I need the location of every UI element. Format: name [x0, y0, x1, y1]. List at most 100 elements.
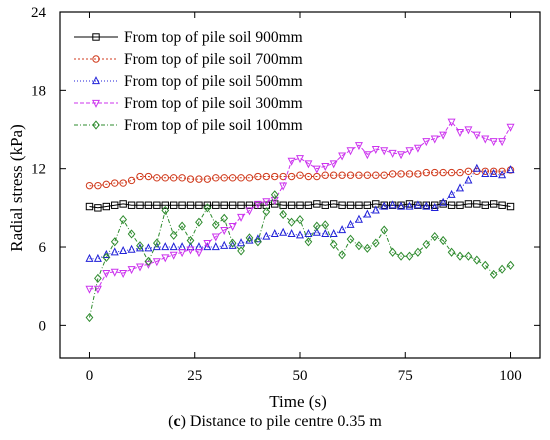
data-point [397, 151, 406, 160]
data-point [439, 235, 448, 246]
data-point [371, 145, 380, 155]
data-point [161, 205, 170, 216]
data-point [338, 201, 346, 209]
data-point [237, 213, 246, 222]
data-point [270, 190, 279, 200]
data-point [321, 220, 330, 230]
data-point [355, 241, 363, 251]
data-point [279, 227, 288, 236]
legend-entry-1: From top of pile soil 900mm [74, 29, 303, 46]
data-point [262, 172, 271, 181]
legend-label: From top of pile soil 100mm [124, 117, 303, 134]
data-point [363, 209, 372, 218]
data-point [186, 235, 195, 246]
series-5 [85, 190, 515, 323]
data-point [119, 200, 127, 208]
data-point [456, 168, 464, 177]
data-point [195, 175, 203, 183]
data-point [94, 181, 102, 190]
legend: From top of pile soil 900mm From top of p… [74, 29, 303, 134]
data-point [489, 168, 498, 178]
data-point [271, 172, 279, 181]
data-point [329, 239, 338, 249]
data-point [85, 285, 94, 294]
legend-label: From top of pile soil 900mm [124, 29, 303, 46]
legend-entry-3: From top of pile soil 500mm [74, 73, 303, 90]
data-point [397, 251, 405, 261]
data-point [245, 201, 254, 209]
caption-tag: c [173, 413, 181, 430]
data-point [321, 201, 329, 209]
data-point [414, 247, 422, 257]
data-point [178, 221, 186, 231]
data-point [119, 215, 128, 225]
data-point [212, 201, 220, 209]
data-point [304, 160, 313, 169]
data-point [136, 241, 144, 251]
data-point [127, 244, 136, 253]
data-point [439, 200, 447, 208]
data-point [472, 131, 481, 140]
data-point [464, 126, 473, 135]
data-point [153, 201, 161, 209]
data-point [506, 260, 515, 270]
data-point [338, 250, 346, 260]
data-point [85, 202, 94, 211]
data-point [355, 171, 363, 179]
axes: 0 25 50 75 100 0 6 12 18 24 [31, 5, 541, 384]
data-point [380, 225, 389, 235]
data-point [354, 142, 363, 151]
legend-label: From top of pile soil 500mm [124, 73, 303, 90]
data-point [338, 225, 347, 234]
data-point [464, 200, 473, 208]
data-point [414, 170, 422, 178]
series-2 [85, 166, 515, 190]
data-point [220, 226, 229, 235]
data-point [178, 249, 187, 258]
data-point [279, 201, 287, 209]
data-point [464, 175, 473, 184]
data-point [354, 214, 363, 223]
data-point [169, 174, 178, 182]
data-point [93, 253, 102, 262]
data-point [127, 176, 136, 185]
data-point [447, 168, 456, 177]
data-point [270, 196, 279, 205]
series-3 [85, 163, 515, 262]
data-point [161, 201, 169, 209]
data-point [102, 252, 111, 263]
data-point [279, 209, 288, 219]
data-point [212, 174, 220, 182]
data-point [271, 200, 279, 208]
data-point [489, 167, 498, 175]
data-point [220, 213, 229, 223]
data-point [321, 162, 330, 171]
data-point [439, 168, 447, 177]
data-point [169, 230, 178, 240]
data-point [237, 201, 245, 209]
y-tick-label: 0 [39, 318, 47, 334]
legend-marker [91, 99, 101, 108]
y-tick-label: 12 [31, 162, 46, 178]
legend-marker [92, 120, 100, 130]
data-point [498, 264, 506, 274]
data-point [498, 170, 507, 179]
data-point [439, 131, 448, 140]
data-point [203, 240, 212, 249]
data-point [178, 201, 186, 209]
legend-marker [92, 33, 100, 41]
data-point [262, 231, 271, 240]
data-point [388, 247, 397, 257]
data-point [135, 263, 145, 272]
data-point [422, 138, 431, 147]
data-point [211, 220, 220, 230]
data-point [397, 170, 405, 178]
legend-entry-2: From top of pile soil 700mm [74, 51, 303, 68]
data-point [228, 223, 237, 232]
data-point [321, 229, 330, 238]
data-point [178, 174, 186, 182]
data-point [456, 201, 464, 209]
data-point [304, 201, 313, 209]
data-point [329, 229, 338, 238]
data-point [397, 201, 406, 210]
